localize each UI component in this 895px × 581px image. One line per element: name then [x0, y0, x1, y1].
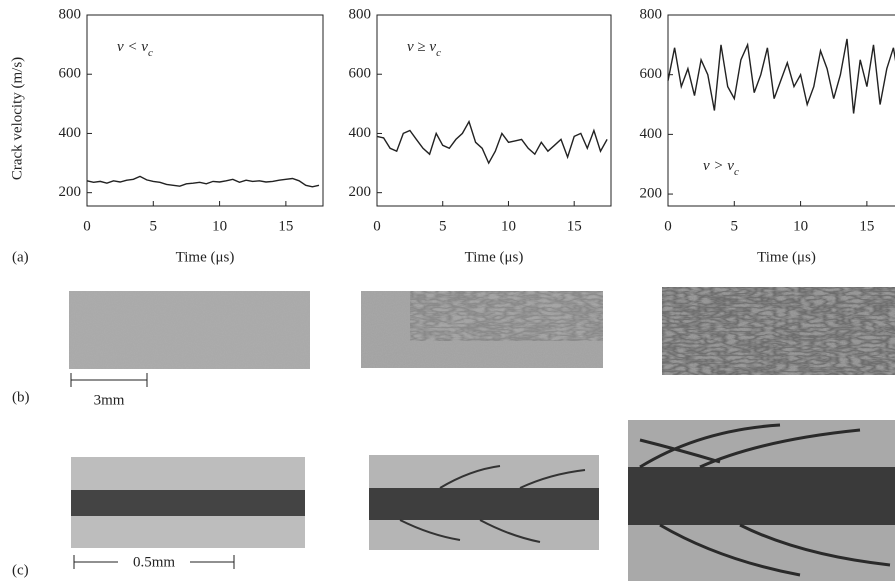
panel-label: (b): [12, 389, 30, 405]
photo-c2: [369, 455, 599, 550]
y-tick-label: 600: [349, 66, 372, 82]
photo-c3: [628, 420, 895, 581]
plot-frame: [376, 14, 612, 207]
x-tick-label: 15: [567, 218, 582, 234]
scale-bar-c: [73, 555, 235, 569]
y-tick-label: 800: [349, 6, 372, 22]
annotation: v ≥ vc: [407, 39, 441, 58]
annotation-subscript: c: [436, 47, 441, 59]
y-tick-label: 200: [640, 186, 663, 202]
x-axis-label: Time (μs): [176, 249, 235, 265]
annotation: v > vc: [703, 158, 739, 177]
scale-label: 0.5mm: [133, 554, 175, 570]
annotation-text: v > v: [703, 158, 734, 174]
x-tick-label: 0: [664, 218, 672, 234]
y-tick-label: 200: [349, 184, 372, 200]
scale-label: 3mm: [94, 392, 125, 408]
x-tick-label: 0: [373, 218, 381, 234]
y-tick-label: 600: [59, 66, 82, 82]
x-tick-label: 5: [731, 218, 739, 234]
annotation-subscript: c: [734, 166, 739, 178]
photo-b1: [69, 291, 310, 369]
y-tick-label: 400: [640, 126, 663, 142]
y-tick-label: 400: [349, 125, 372, 141]
y-tick-label: 400: [59, 125, 82, 141]
y-tick-label: 800: [640, 6, 663, 22]
panel-label: (a): [12, 249, 29, 265]
x-tick-label: 10: [212, 218, 227, 234]
x-tick-label: 0: [83, 218, 91, 234]
annotation-subscript: c: [148, 47, 153, 59]
y-tick-label: 200: [59, 184, 82, 200]
y-tick-label: 800: [59, 6, 82, 22]
x-axis-label: Time (μs): [757, 249, 816, 265]
x-axis-label: Time (μs): [465, 249, 524, 265]
annotation-text: v < v: [117, 39, 148, 55]
x-tick-label: 5: [150, 218, 158, 234]
data-line: [376, 119, 608, 165]
plot-frame: [667, 14, 895, 207]
plot-frame: [86, 14, 324, 207]
x-tick-label: 5: [439, 218, 447, 234]
data-line: [86, 175, 320, 188]
photo-b3: [662, 287, 895, 375]
scale-bar-b: [70, 373, 148, 387]
data-line: [667, 38, 895, 114]
y-axis-label: Crack velocity (m/s): [9, 57, 25, 180]
y-tick-label: 600: [640, 66, 663, 82]
photo-c1: [71, 457, 305, 548]
photo-b2: [361, 291, 603, 368]
x-tick-label: 10: [793, 218, 808, 234]
x-tick-label: 15: [278, 218, 293, 234]
x-tick-label: 15: [859, 218, 874, 234]
panel-label: (c): [12, 562, 29, 578]
annotation: v < vc: [117, 39, 153, 58]
annotation-text: v ≥ v: [407, 39, 436, 55]
x-tick-label: 10: [501, 218, 516, 234]
